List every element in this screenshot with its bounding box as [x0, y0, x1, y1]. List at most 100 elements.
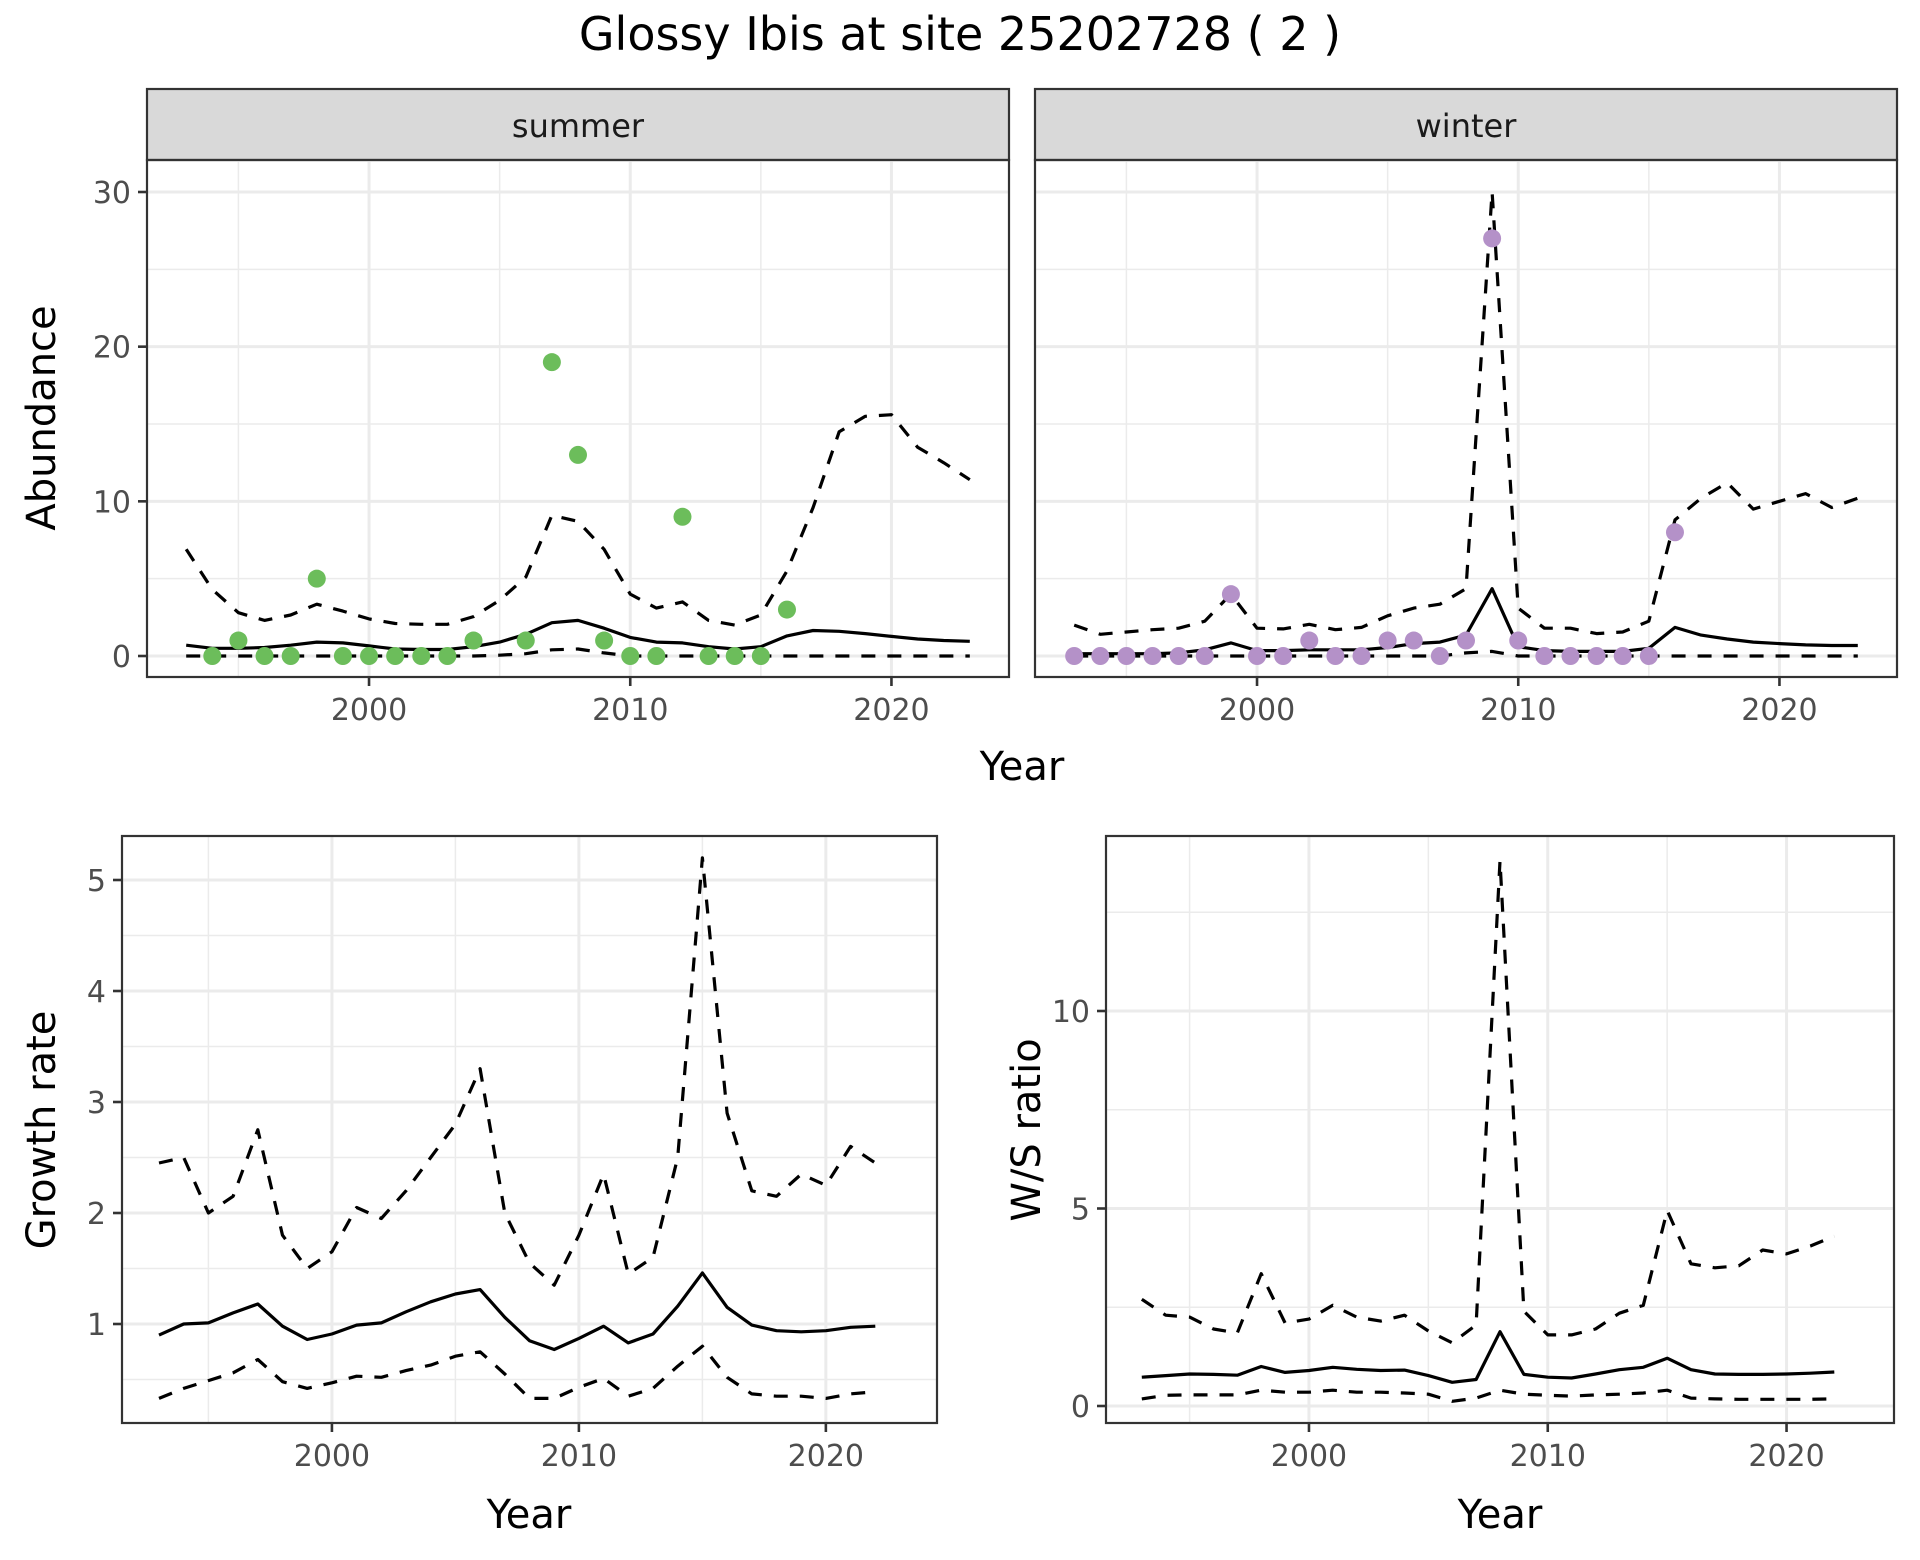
y-tick-label: 10	[93, 485, 131, 520]
facet-strip-summer	[145, 87, 1011, 162]
abundance-y-axis-title: Abundance	[19, 305, 65, 530]
grid	[1035, 160, 1897, 677]
observed-count-point	[1587, 647, 1606, 665]
facet-winter-panel: winter	[1033, 87, 1899, 679]
y-tick-label: 5	[87, 864, 106, 899]
observed-count-point	[360, 647, 379, 665]
observed-count-point	[1639, 647, 1658, 665]
facet-label-winter: winter	[1416, 107, 1518, 145]
grid	[1106, 836, 1894, 1423]
observed-count-point	[1195, 647, 1214, 665]
observed-count-point	[542, 353, 561, 372]
observed-count-point	[1404, 631, 1423, 650]
mean-line	[1141, 1330, 1835, 1384]
y-tick-label: 30	[93, 176, 131, 211]
observed-count-point	[255, 647, 274, 665]
observed-count-point	[1117, 647, 1136, 665]
observed-count-point	[1169, 647, 1188, 665]
observed-count-point	[1300, 631, 1319, 650]
upper-line	[158, 856, 877, 1287]
observed-count-point	[1326, 647, 1345, 665]
observed-count-point	[1509, 631, 1528, 650]
marks	[184, 353, 971, 665]
grid	[147, 160, 1009, 677]
x-tick-label: 2000	[1219, 693, 1295, 728]
observed-count-point	[595, 631, 614, 650]
marks	[1065, 190, 1859, 665]
observed-count-point	[464, 631, 483, 650]
y-tick-label: 10	[1052, 995, 1090, 1030]
grid	[122, 836, 937, 1423]
observed-count-point	[333, 647, 352, 665]
y-tick-label: 0	[112, 640, 131, 675]
observed-count-point	[1665, 523, 1684, 542]
observed-count-point	[281, 647, 300, 665]
facet-label-summer: summer	[512, 107, 645, 145]
observed-count-point	[1143, 647, 1162, 665]
panel-frame	[1104, 834, 1896, 1425]
observed-count-point	[673, 507, 692, 526]
x-tick-label: 2010	[592, 693, 668, 728]
observed-count-point	[1535, 647, 1554, 665]
y-tick-label: 0	[1071, 1390, 1090, 1425]
x-tick-label: 2010	[1480, 693, 1556, 728]
observed-count-point	[412, 647, 431, 665]
x-tick-label: 2020	[1748, 1439, 1824, 1474]
observed-count-point	[229, 631, 248, 650]
growth-x-axis-title: Year	[486, 1492, 572, 1538]
ws-ratio-panel: 2000 2010 2020 0 5 10	[1052, 834, 1896, 1474]
observed-count-point	[1274, 647, 1293, 665]
facet-summer-panel: summer	[145, 87, 1011, 679]
observed-count-point	[1065, 647, 1084, 665]
observed-count-point	[438, 647, 457, 665]
upper-bound-line	[184, 413, 971, 627]
observed-count-point	[1561, 647, 1580, 665]
growth-rate-panel: 2000 2010 2020 1 2 3 4 5	[87, 834, 939, 1474]
mean-line	[186, 618, 970, 652]
marks	[1140, 859, 1835, 1403]
y-tick-label: 1	[87, 1308, 106, 1343]
ratio-x-axis-title: Year	[1457, 1492, 1543, 1538]
observed-count-point	[1091, 647, 1110, 665]
y-tick-label: 3	[87, 1086, 106, 1121]
observed-count-point	[699, 647, 718, 665]
y-tick-label: 5	[1071, 1193, 1090, 1228]
y-tick-label: 2	[87, 1197, 106, 1232]
upper-bound-line	[1073, 190, 1859, 636]
observed-count-point	[1457, 631, 1475, 650]
lower-line	[158, 1344, 876, 1400]
x-tick-label: 2010	[541, 1439, 617, 1474]
axes: 2000 2010 2020 1 2 3 4 5	[87, 864, 864, 1474]
abundance-axes: 2000 2010 2020 0 10 20 30 2000 2010 2020	[93, 176, 1818, 728]
x-tick-label: 2020	[788, 1439, 864, 1474]
observed-count-point	[725, 647, 744, 665]
upper-line	[1140, 859, 1835, 1345]
y-tick-label: 4	[87, 975, 106, 1010]
x-tick-label: 2010	[1510, 1439, 1586, 1474]
observed-count-point	[1613, 647, 1632, 665]
marks	[158, 856, 877, 1400]
x-tick-label: 2000	[331, 693, 407, 728]
observed-count-point	[1430, 647, 1449, 665]
x-tick-label: 2000	[1271, 1439, 1347, 1474]
facet-strip-winter	[1033, 87, 1899, 162]
y-tick-label: 20	[93, 331, 131, 366]
mean-line	[158, 1271, 876, 1352]
observed-count-point	[307, 569, 326, 588]
observed-count-point	[1483, 229, 1502, 248]
observed-count-point	[516, 631, 535, 650]
growth-y-axis-title: Growth rate	[19, 1011, 65, 1250]
lower-line	[1141, 1388, 1835, 1403]
panel-frame	[145, 158, 1011, 679]
abundance-x-axis-title: Year	[979, 744, 1065, 790]
x-tick-label: 2000	[294, 1439, 370, 1474]
ratio-y-axis-title: W/S ratio	[1004, 1038, 1050, 1221]
lower-bound-line	[186, 647, 970, 658]
chart-title: Glossy Ibis at site 25202728 ( 2 )	[579, 7, 1341, 61]
observed-count-point	[386, 647, 405, 665]
observed-count-point	[1221, 585, 1240, 604]
observed-count-point	[647, 647, 666, 665]
x-tick-label: 2020	[1741, 693, 1817, 728]
panel-frame	[1033, 158, 1899, 679]
